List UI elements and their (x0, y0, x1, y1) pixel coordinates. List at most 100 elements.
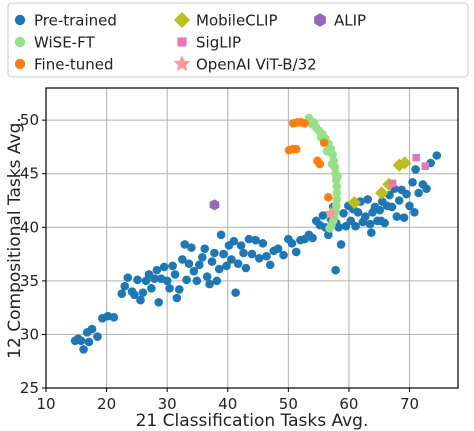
point-pre-trained (207, 257, 217, 266)
point-pre-trained (339, 209, 348, 218)
legend-label-alip: ALIP (334, 12, 366, 30)
point-pre-trained (273, 244, 283, 254)
series-pre-trained (70, 151, 442, 354)
legend-marker-wise-ft (14, 36, 26, 48)
point-pre-trained (210, 248, 219, 258)
point-pre-trained (216, 230, 226, 240)
point-pre-trained (279, 250, 288, 260)
series-openai-vit-b-32 (323, 206, 338, 220)
legend-item-alip: ALIP (314, 12, 366, 30)
legend-marker-fine-tuned (14, 58, 26, 70)
point-pre-trained (168, 261, 177, 271)
point-pre-trained (87, 324, 97, 334)
point-siglip (388, 179, 397, 188)
series-fine-tuned (284, 117, 333, 202)
y-tick-label: 25 (20, 379, 39, 397)
point-pre-trained (229, 236, 239, 246)
point-pre-trained (152, 265, 162, 275)
point-pre-trained (236, 241, 246, 250)
point-pre-trained (76, 336, 86, 346)
point-pre-trained (84, 337, 94, 347)
point-pre-trained (247, 249, 257, 259)
point-pre-trained (241, 263, 251, 273)
point-pre-trained (244, 234, 254, 244)
point-pre-trained (184, 259, 194, 269)
x-tick-label: 60 (339, 395, 358, 413)
point-pre-trained (308, 233, 317, 243)
point-pre-trained (331, 265, 340, 275)
legend-box (7, 2, 469, 78)
point-pre-trained (200, 244, 210, 254)
point-pre-trained (133, 275, 142, 285)
point-pre-trained (231, 288, 240, 297)
point-mobileclip (398, 156, 412, 170)
point-pre-trained (287, 239, 297, 248)
point-pre-trained (432, 151, 442, 160)
point-pre-trained (258, 239, 268, 248)
y-tick-label: 50 (20, 111, 39, 129)
series-siglip (388, 153, 430, 188)
point-pre-trained (198, 252, 207, 262)
point-pre-trained (202, 272, 212, 281)
point-pre-trained (265, 260, 275, 270)
point-pre-trained (363, 195, 373, 204)
point-pre-trained (212, 276, 222, 286)
point-pre-trained (394, 196, 404, 205)
point-mobileclip (392, 158, 406, 172)
point-wise-ft (332, 188, 342, 198)
point-pre-trained (392, 212, 402, 221)
point-pre-trained (154, 297, 163, 307)
point-wise-ft (325, 224, 334, 233)
point-fine-tuned (315, 159, 325, 169)
point-pre-trained (141, 276, 151, 286)
plot-frame (45, 87, 459, 389)
point-wise-ft (332, 182, 342, 191)
point-pre-trained (194, 260, 204, 270)
point-mobileclip (374, 186, 389, 200)
point-pre-trained (402, 189, 411, 199)
point-pre-trained (365, 219, 375, 229)
point-alip (209, 199, 220, 211)
point-wise-ft (332, 195, 342, 204)
legend-marker-siglip (177, 37, 187, 47)
point-pre-trained (165, 284, 174, 293)
point-openai-vit-b-32 (323, 206, 338, 220)
point-pre-trained (214, 264, 224, 274)
point-wise-ft (333, 172, 342, 182)
point-pre-trained (192, 276, 202, 286)
point-pre-trained (361, 212, 370, 221)
legend-marker-mobileclip (173, 11, 191, 29)
y-axis-label: 12 Compositional Tasks Avg. (5, 117, 25, 359)
point-pre-trained (93, 332, 102, 341)
point-pre-trained (351, 221, 360, 231)
point-fine-tuned (291, 144, 301, 154)
point-pre-trained (408, 177, 417, 187)
legend-label-siglip: SigLIP (196, 34, 241, 52)
point-pre-trained (387, 202, 397, 212)
point-pre-trained (411, 165, 420, 174)
x-axis-label: 21 Classification Tasks Avg. (136, 411, 369, 431)
point-siglip (421, 162, 430, 170)
legend-item-wise-ft: WiSE-FT (14, 34, 95, 52)
point-pre-trained (182, 275, 191, 285)
point-pre-trained (120, 281, 130, 291)
legend-item-fine-tuned: Fine-tuned (14, 56, 114, 74)
legend-item-pre-trained: Pre-trained (14, 12, 117, 30)
point-mobileclip (347, 195, 362, 210)
point-pre-trained (109, 312, 119, 322)
legend-label-wise-ft: WiSE-FT (34, 34, 95, 52)
point-fine-tuned (324, 192, 333, 202)
point-pre-trained (117, 289, 127, 299)
y-axis-ticks: 25 30 35 40 45 50 (20, 111, 46, 397)
point-wise-ft (322, 146, 332, 156)
point-pre-trained (376, 216, 386, 226)
point-pre-trained (262, 251, 271, 261)
point-wise-ft (309, 117, 319, 127)
point-pre-trained (147, 284, 156, 293)
point-pre-trained (422, 184, 431, 194)
point-pre-trained (130, 290, 139, 300)
point-pre-trained (227, 255, 236, 264)
point-pre-trained (138, 288, 148, 297)
point-pre-trained (219, 249, 228, 259)
point-pre-trained (205, 279, 214, 289)
